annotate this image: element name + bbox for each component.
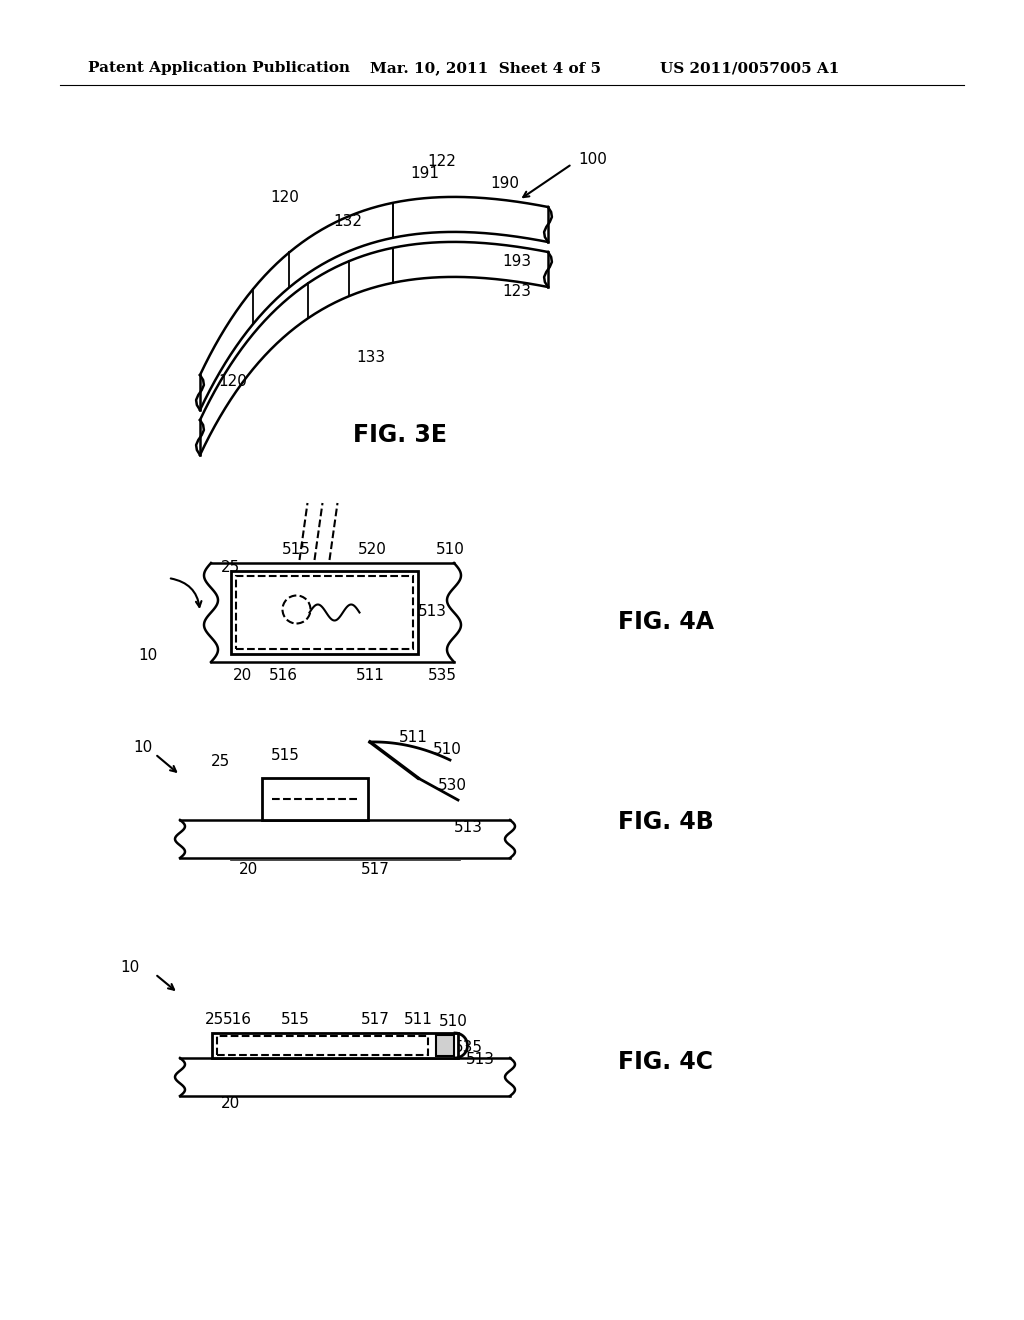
- Polygon shape: [393, 242, 548, 286]
- Polygon shape: [197, 564, 468, 663]
- Polygon shape: [180, 820, 510, 858]
- Text: 25: 25: [210, 755, 229, 770]
- Polygon shape: [200, 242, 548, 455]
- Text: 100: 100: [578, 153, 607, 168]
- Text: FIG. 4C: FIG. 4C: [618, 1049, 713, 1074]
- Text: 510: 510: [435, 541, 465, 557]
- Text: 520: 520: [357, 541, 386, 557]
- Text: US 2011/0057005 A1: US 2011/0057005 A1: [660, 61, 840, 75]
- Text: 513: 513: [454, 821, 482, 836]
- Text: FIG. 4B: FIG. 4B: [618, 810, 714, 834]
- Polygon shape: [393, 197, 548, 242]
- Text: 20: 20: [220, 1097, 240, 1111]
- Text: 20: 20: [233, 668, 253, 682]
- Text: 515: 515: [270, 747, 299, 763]
- Polygon shape: [200, 197, 548, 411]
- Text: FIG. 3E: FIG. 3E: [353, 422, 447, 447]
- Text: 191: 191: [410, 166, 439, 181]
- Text: 122: 122: [427, 154, 456, 169]
- Text: 513: 513: [418, 605, 446, 619]
- Text: Mar. 10, 2011  Sheet 4 of 5: Mar. 10, 2011 Sheet 4 of 5: [370, 61, 601, 75]
- Text: 511: 511: [355, 668, 384, 682]
- Text: FIG. 4A: FIG. 4A: [618, 610, 714, 634]
- Text: 535: 535: [454, 1040, 482, 1056]
- Bar: [231, 572, 418, 653]
- Text: 517: 517: [360, 1012, 389, 1027]
- Text: 25: 25: [220, 561, 240, 576]
- Text: 516: 516: [268, 668, 298, 682]
- Bar: [436, 1035, 454, 1056]
- Polygon shape: [308, 261, 347, 318]
- Text: 25: 25: [206, 1012, 224, 1027]
- Polygon shape: [253, 253, 288, 325]
- Bar: [262, 777, 368, 820]
- Text: 510: 510: [432, 742, 462, 758]
- Text: 10: 10: [133, 741, 153, 755]
- Text: 123: 123: [502, 285, 531, 300]
- Text: 517: 517: [360, 862, 389, 878]
- Bar: [217, 1036, 428, 1055]
- Text: Patent Application Publication: Patent Application Publication: [88, 61, 350, 75]
- Text: 511: 511: [403, 1012, 432, 1027]
- Bar: [236, 576, 413, 649]
- Text: 510: 510: [438, 1015, 467, 1030]
- Text: 190: 190: [490, 176, 519, 190]
- Text: 516: 516: [222, 1012, 252, 1027]
- Text: 120: 120: [218, 375, 247, 389]
- Text: 10: 10: [121, 961, 139, 975]
- Text: 511: 511: [398, 730, 427, 746]
- Text: 515: 515: [281, 1012, 309, 1027]
- Text: 535: 535: [427, 668, 457, 682]
- Text: 530: 530: [437, 777, 467, 792]
- Text: 120: 120: [270, 190, 299, 205]
- Bar: [212, 1034, 458, 1059]
- Text: 193: 193: [502, 255, 531, 269]
- Text: 132: 132: [333, 214, 362, 230]
- Text: 515: 515: [282, 541, 310, 557]
- Text: 10: 10: [138, 648, 158, 663]
- Polygon shape: [180, 1059, 510, 1096]
- Text: 20: 20: [239, 862, 258, 878]
- Text: 133: 133: [356, 351, 385, 366]
- Text: 513: 513: [466, 1052, 495, 1068]
- Text: 516: 516: [291, 792, 319, 808]
